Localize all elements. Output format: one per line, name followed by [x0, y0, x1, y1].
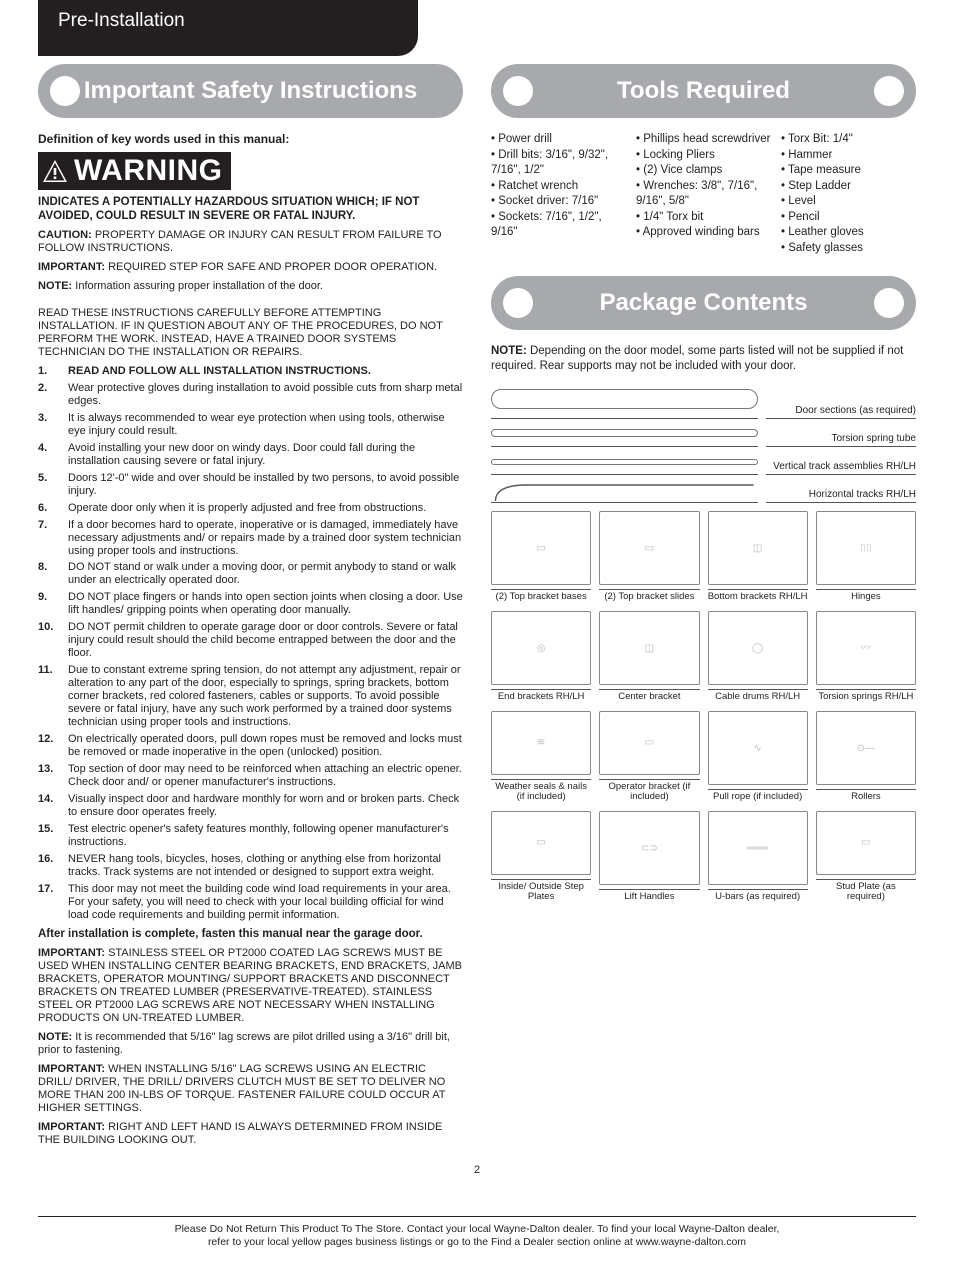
package-wide-row: Door sections (as required) — [491, 383, 916, 419]
definition-line: Definition of key words used in this man… — [38, 132, 463, 146]
package-cell: ◫Center bracket — [599, 611, 699, 703]
tool-item: Hammer — [781, 148, 916, 164]
tool-item: Socket driver: 7/16" — [491, 194, 626, 210]
after-install: After installation is complete, fasten t… — [38, 928, 463, 942]
tool-item: Wrenches: 3/8", 7/16", 9/16", 5/8" — [636, 179, 771, 210]
right-column: Tools Required Power drill Drill bits: 3… — [491, 64, 916, 1153]
package-wide-label: Torsion spring tube — [766, 433, 916, 447]
safety-item: Due to constant extreme spring tension, … — [38, 664, 463, 729]
tool-item: 1/4" Torx bit — [636, 210, 771, 226]
safety-item: Test electric opener's safety features m… — [38, 823, 463, 849]
safety-item: Wear protective gloves during installati… — [38, 382, 463, 408]
package-cell: ▭(2) Top bracket bases — [491, 511, 591, 603]
tools-columns: Power drill Drill bits: 3/16", 9/32", 7/… — [491, 132, 916, 256]
package-cell: ⌷⌷Hinges — [816, 511, 916, 603]
package-cell: ◫Bottom brackets RH/LH — [708, 511, 808, 603]
tools-col-2: Phillips head screwdriver Locking Pliers… — [636, 132, 771, 256]
tool-item: Sockets: 7/16", 1/2", 9/16" — [491, 210, 626, 241]
safety-item: This door may not meet the building code… — [38, 883, 463, 922]
package-cell: ▭Operator bracket (if included) — [599, 711, 699, 803]
page-number: 2 — [38, 1164, 916, 1176]
package-cell: ◎End brackets RH/LH — [491, 611, 591, 703]
tool-item: Safety glasses — [781, 241, 916, 257]
tool-item: Drill bits: 3/16", 9/32", 7/16", 1/2" — [491, 148, 626, 179]
safety-item: Visually inspect door and hardware month… — [38, 793, 463, 819]
main-columns: Important Safety Instructions Definition… — [38, 64, 916, 1153]
package-wide-row: Horizontal tracks RH/LH — [491, 481, 916, 503]
tool-item: Torx Bit: 1/4" — [781, 132, 916, 148]
tool-item: Approved winding bars — [636, 225, 771, 241]
package-wide-label: Vertical track assemblies RH/LH — [766, 461, 916, 475]
tools-col-3: Torx Bit: 1/4" Hammer Tape measure Step … — [781, 132, 916, 256]
safety-item: If a door becomes hard to operate, inope… — [38, 519, 463, 558]
footer-text: Please Do Not Return This Product To The… — [38, 1216, 916, 1250]
package-cell: ═══U-bars (as required) — [708, 811, 808, 903]
important-3: IMPORTANT: RIGHT AND LEFT HAND IS ALWAYS… — [38, 1121, 463, 1147]
warning-word: WARNING — [74, 154, 223, 188]
safety-item: DO NOT stand or walk under a moving door… — [38, 561, 463, 587]
safety-item: Doors 12'-0" wide and over should be ins… — [38, 472, 463, 498]
package-cell: ∿Pull rope (if included) — [708, 711, 808, 803]
warning-box: WARNING — [38, 152, 231, 190]
tool-item: Phillips head screwdriver — [636, 132, 771, 148]
package-wide-row: Vertical track assemblies RH/LH — [491, 453, 916, 475]
important-1: IMPORTANT: STAINLESS STEEL OR PT2000 COA… — [38, 947, 463, 1025]
safety-item: NEVER hang tools, bicycles, hoses, cloth… — [38, 853, 463, 879]
tool-item: Ratchet wrench — [491, 179, 626, 195]
read-carefully: READ THESE INSTRUCTIONS CAREFULLY BEFORE… — [38, 307, 463, 359]
tool-item: Step Ladder — [781, 179, 916, 195]
package-header-title: Package Contents — [599, 289, 807, 317]
pre-installation-tab: Pre-Installation — [38, 0, 418, 56]
tools-col-1: Power drill Drill bits: 3/16", 9/32", 7/… — [491, 132, 626, 256]
package-wide-label: Horizontal tracks RH/LH — [766, 489, 916, 503]
safety-header-title: Important Safety Instructions — [84, 77, 417, 105]
package-wide-row: Torsion spring tube — [491, 425, 916, 447]
package-cell: ▭Inside/ Outside Step Plates — [491, 811, 591, 903]
safety-list: READ AND FOLLOW ALL INSTALLATION INSTRUC… — [38, 365, 463, 922]
package-cell: ▭Stud Plate (as required) — [816, 811, 916, 903]
tool-item: Level — [781, 194, 916, 210]
tool-item: Tape measure — [781, 163, 916, 179]
safety-item: DO NOT permit children to operate garage… — [38, 621, 463, 660]
package-note: NOTE: Depending on the door model, some … — [491, 344, 916, 373]
package-cell: ⊙—Rollers — [816, 711, 916, 803]
important-line: IMPORTANT: REQUIRED STEP FOR SAFE AND PR… — [38, 261, 463, 274]
package-cell: ▭(2) Top bracket slides — [599, 511, 699, 603]
safety-header: Important Safety Instructions — [38, 64, 463, 118]
safety-item: DO NOT place fingers or hands into open … — [38, 591, 463, 617]
package-wide-label: Door sections (as required) — [766, 405, 916, 419]
note-line: NOTE: Information assuring proper instal… — [38, 280, 463, 293]
tool-item: Locking Pliers — [636, 148, 771, 164]
warning-triangle-icon — [42, 159, 68, 183]
safety-item: Top section of door may need to be reinf… — [38, 763, 463, 789]
package-cell: ⊂⊃Lift Handles — [599, 811, 699, 903]
note-2: NOTE: It is recommended that 5/16" lag s… — [38, 1031, 463, 1057]
safety-item: It is always recommended to wear eye pro… — [38, 412, 463, 438]
important-2: IMPORTANT: WHEN INSTALLING 5/16" LAG SCR… — [38, 1063, 463, 1115]
tools-header: Tools Required — [491, 64, 916, 118]
safety-item: Avoid installing your new door on windy … — [38, 442, 463, 468]
warning-meaning: INDICATES A POTENTIALLY HAZARDOUS SITUAT… — [38, 196, 463, 223]
tools-header-title: Tools Required — [617, 77, 790, 105]
package-cell: ◯Cable drums RH/LH — [708, 611, 808, 703]
pre-installation-label: Pre-Installation — [58, 10, 185, 31]
safety-item: On electrically operated doors, pull dow… — [38, 733, 463, 759]
tool-item: Power drill — [491, 132, 626, 148]
package-cell: 〰Torsion springs RH/LH — [816, 611, 916, 703]
safety-item: READ AND FOLLOW ALL INSTALLATION INSTRUC… — [38, 365, 463, 378]
tool-item: Pencil — [781, 210, 916, 226]
tool-item: (2) Vice clamps — [636, 163, 771, 179]
caution-line: CAUTION: PROPERTY DAMAGE OR INJURY CAN R… — [38, 229, 463, 255]
page-footer: 2 Please Do Not Return This Product To T… — [38, 1164, 916, 1250]
left-column: Important Safety Instructions Definition… — [38, 64, 463, 1153]
tool-item: Leather gloves — [781, 225, 916, 241]
package-diagram: Door sections (as required) Torsion spri… — [491, 383, 916, 903]
page: Pre-Installation Important Safety Instru… — [0, 0, 954, 1280]
package-grid: ▭(2) Top bracket bases ▭(2) Top bracket … — [491, 511, 916, 903]
package-cell: ≋Weather seals & nails (if included) — [491, 711, 591, 803]
package-header: Package Contents — [491, 276, 916, 330]
safety-item: Operate door only when it is properly ad… — [38, 502, 463, 515]
